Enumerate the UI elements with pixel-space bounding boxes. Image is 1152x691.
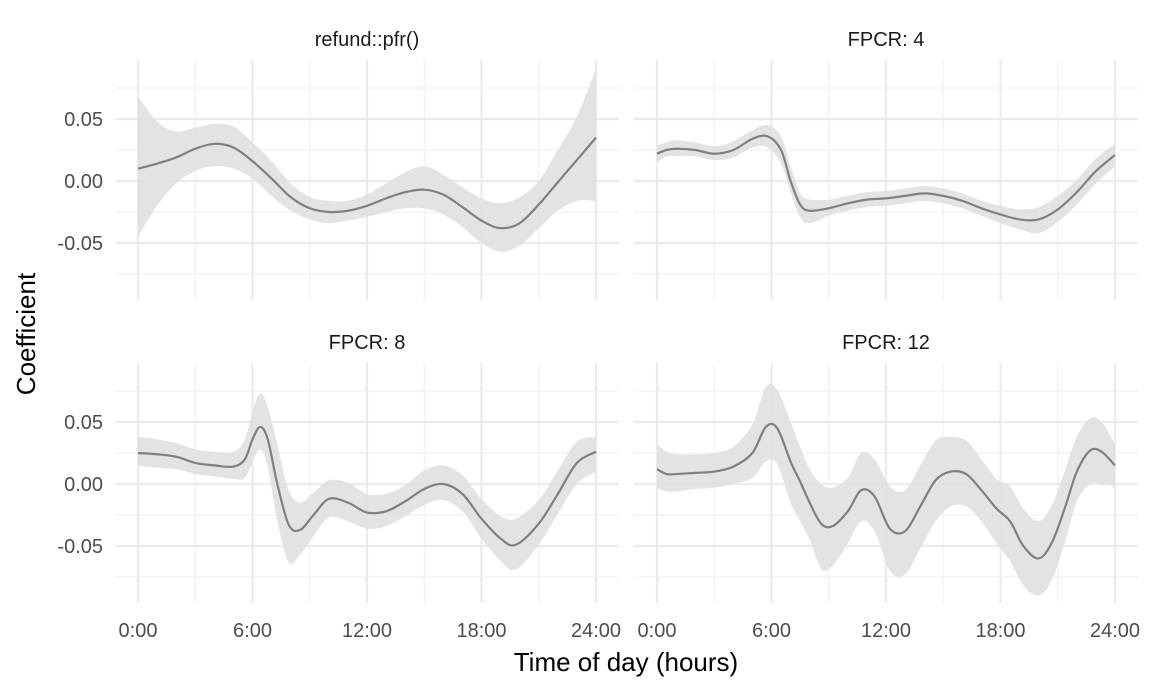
- x-tick-label: 6:00: [752, 620, 791, 642]
- y-tick-label: 0.00: [64, 171, 103, 193]
- y-tick-label: 0.05: [64, 109, 103, 131]
- x-tick-label: 18:00: [456, 620, 506, 642]
- estimate-line: [137, 136, 597, 230]
- y-axis-title: Coefficient: [11, 272, 41, 395]
- y-tick-label: 0.05: [64, 412, 103, 434]
- x-tick-label: 0:00: [119, 620, 158, 642]
- confidence-band: [138, 69, 596, 252]
- x-tick-label: 12:00: [342, 620, 392, 642]
- y-tick-label: 0.00: [64, 474, 103, 496]
- panel-title: FPCR: 12: [842, 332, 930, 354]
- estimate-line: [656, 134, 1116, 222]
- panel-title: refund::pfr(): [315, 29, 419, 51]
- confidence-band: [657, 383, 1115, 596]
- x-axis-title: Time of day (hours): [514, 647, 738, 677]
- panel-title: FPCR: 4: [848, 29, 925, 51]
- estimate-line: [656, 422, 1116, 560]
- panel-1: refund::pfr()-0.05 0.00 0.05: [57, 29, 619, 300]
- x-tick-label: 6:00: [233, 620, 272, 642]
- confidence-band: [657, 125, 1115, 234]
- y-tick-label: -0.05: [57, 233, 103, 255]
- panel-title: FPCR: 8: [329, 332, 406, 354]
- panel-4: FPCR: 12 0:00 6:00 12:00 18:00 24:00: [634, 332, 1140, 642]
- y-tick-label: -0.05: [57, 536, 103, 558]
- estimate-line: [137, 425, 597, 547]
- x-tick-label: 18:00: [975, 620, 1025, 642]
- x-tick-label: 0:00: [638, 620, 677, 642]
- panel-3: FPCR: 8 -0.05 0.00 0.05 0:00 6:00 12:00 18:00 24…: [57, 332, 621, 642]
- x-tick-label: 24:00: [571, 620, 621, 642]
- x-tick-label: 24:00: [1090, 620, 1140, 642]
- x-tick-label: 12:00: [861, 620, 911, 642]
- panel-2: FPCR: 4: [634, 29, 1138, 300]
